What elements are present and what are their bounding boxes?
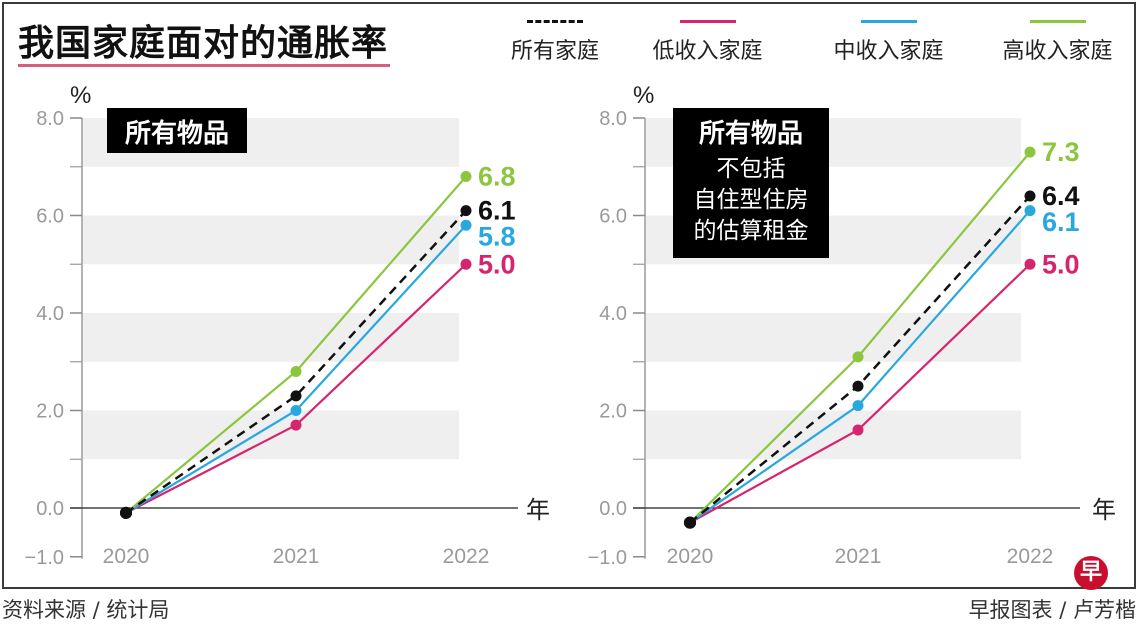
data-point [290, 366, 302, 377]
series-所有家庭 [684, 190, 1036, 529]
grid-band [646, 313, 1021, 362]
x-tick-label: 2022 [1007, 545, 1054, 568]
x-axis-unit-label: 年 [526, 496, 550, 524]
y-tick-label: −1.0 [25, 547, 64, 569]
y-tick-label: 4.0 [599, 303, 627, 325]
data-point [1024, 258, 1036, 270]
legend-swatch-blue [860, 20, 917, 23]
panel-subtitle-line: 不包括 [717, 156, 786, 182]
end-value-label: 5.8 [478, 222, 516, 252]
data-point [460, 219, 472, 231]
y-tick-label: 2.0 [599, 401, 627, 423]
legend-item-high-income: 高收入家庭 [985, 10, 1130, 65]
zaobao-logo: 早 [1074, 556, 1108, 590]
end-value-label: 6.4 [1042, 181, 1080, 211]
data-point [1024, 146, 1036, 158]
x-axis-unit-label: 年 [1092, 496, 1116, 524]
y-axis-unit-label: % [633, 82, 654, 109]
y-tick-label: 0.0 [36, 498, 64, 520]
panel-subtitle-line: 的估算租金 [694, 218, 809, 244]
data-point [1024, 190, 1036, 202]
data-point [684, 516, 696, 529]
panel-subtitle-line: 自住型住房 [694, 187, 809, 213]
y-tick-label: −1.0 [588, 547, 627, 569]
data-point [120, 506, 132, 519]
panel-title: 所有物品 [699, 119, 803, 149]
x-tick-label: 2021 [273, 545, 320, 568]
legend-label: 高收入家庭 [1002, 39, 1113, 64]
credit-note: 早报图表 / 卢芳楷 [968, 598, 1136, 622]
series-低收入家庭 [120, 258, 472, 519]
panel-title-box [107, 108, 247, 153]
legend-item-low-income: 低收入家庭 [635, 10, 780, 65]
grid-band [83, 215, 459, 265]
end-value-label: 6.8 [478, 162, 516, 192]
grid-bands [83, 118, 459, 460]
legend-label: 中收入家庭 [833, 39, 944, 64]
source-note: 资料来源 / 统计局 [2, 598, 170, 622]
data-point [852, 400, 864, 412]
legend-swatch-magenta [679, 20, 736, 23]
y-tick-label: 6.0 [36, 206, 64, 228]
x-tick-label: 2020 [103, 545, 150, 568]
grid-band [646, 410, 1021, 460]
legend-swatch-green [1029, 20, 1086, 23]
x-tick-label: 2021 [835, 545, 882, 568]
end-value-label: 6.1 [478, 196, 516, 226]
series-所有家庭 [120, 205, 472, 519]
y-tick-label: 4.0 [36, 303, 64, 325]
end-value-label: 5.0 [478, 249, 516, 279]
x-tick-label: 2020 [667, 545, 714, 568]
legend-item-middle-income: 中收入家庭 [816, 10, 961, 65]
panel-title: 所有物品 [125, 119, 229, 149]
y-axis-unit-label: % [70, 82, 91, 109]
legend-item-all-households: 所有家庭 [500, 10, 610, 65]
panel-title-box [673, 108, 829, 258]
y-tick-label: 8.0 [36, 108, 64, 130]
grid-band [83, 410, 459, 460]
data-point [460, 205, 472, 217]
data-point [290, 419, 302, 431]
end-value-label: 6.1 [1042, 207, 1080, 237]
data-point [1024, 205, 1036, 217]
series-line [125, 263, 467, 514]
data-point [852, 351, 864, 363]
grid-band [83, 313, 459, 362]
legend-label: 所有家庭 [510, 39, 599, 64]
y-tick-label: 6.0 [599, 206, 627, 228]
y-tick-label: 0.0 [599, 498, 627, 520]
chart-panel-1: 8.0 6.0 4.0 2.0 0.0 −1.0% 年 2020 2021 2022 所有物品 6.8… [25, 82, 550, 569]
x-tick-label: 2022 [443, 545, 490, 568]
series-line [125, 209, 467, 514]
end-value-label: 5.0 [1042, 249, 1080, 279]
data-point [460, 258, 472, 270]
end-value-label: 7.3 [1042, 137, 1080, 167]
chart-title: 我国家庭面对的通胀率 [18, 23, 389, 64]
data-point [290, 405, 302, 416]
y-tick-label: 8.0 [599, 108, 627, 130]
title-underline [18, 64, 390, 67]
chart-frame [2, 2, 1136, 589]
series-line [689, 263, 1031, 524]
data-point [852, 424, 864, 436]
data-point [852, 380, 864, 392]
legend: 所有家庭 低收入家庭 中收入家庭 高收入家庭 [500, 10, 1130, 70]
legend-label: 低收入家庭 [652, 39, 763, 64]
legend-swatch-dashed [527, 20, 583, 23]
y-tick-label: 2.0 [36, 401, 64, 423]
data-point [460, 171, 472, 182]
data-point [290, 390, 302, 402]
series-低收入家庭 [684, 258, 1036, 529]
chart-panel-2: 8.0 6.0 4.0 2.0 0.0 −1.0% 年 2020 2021 2022 所有物品不包括… [588, 82, 1116, 569]
